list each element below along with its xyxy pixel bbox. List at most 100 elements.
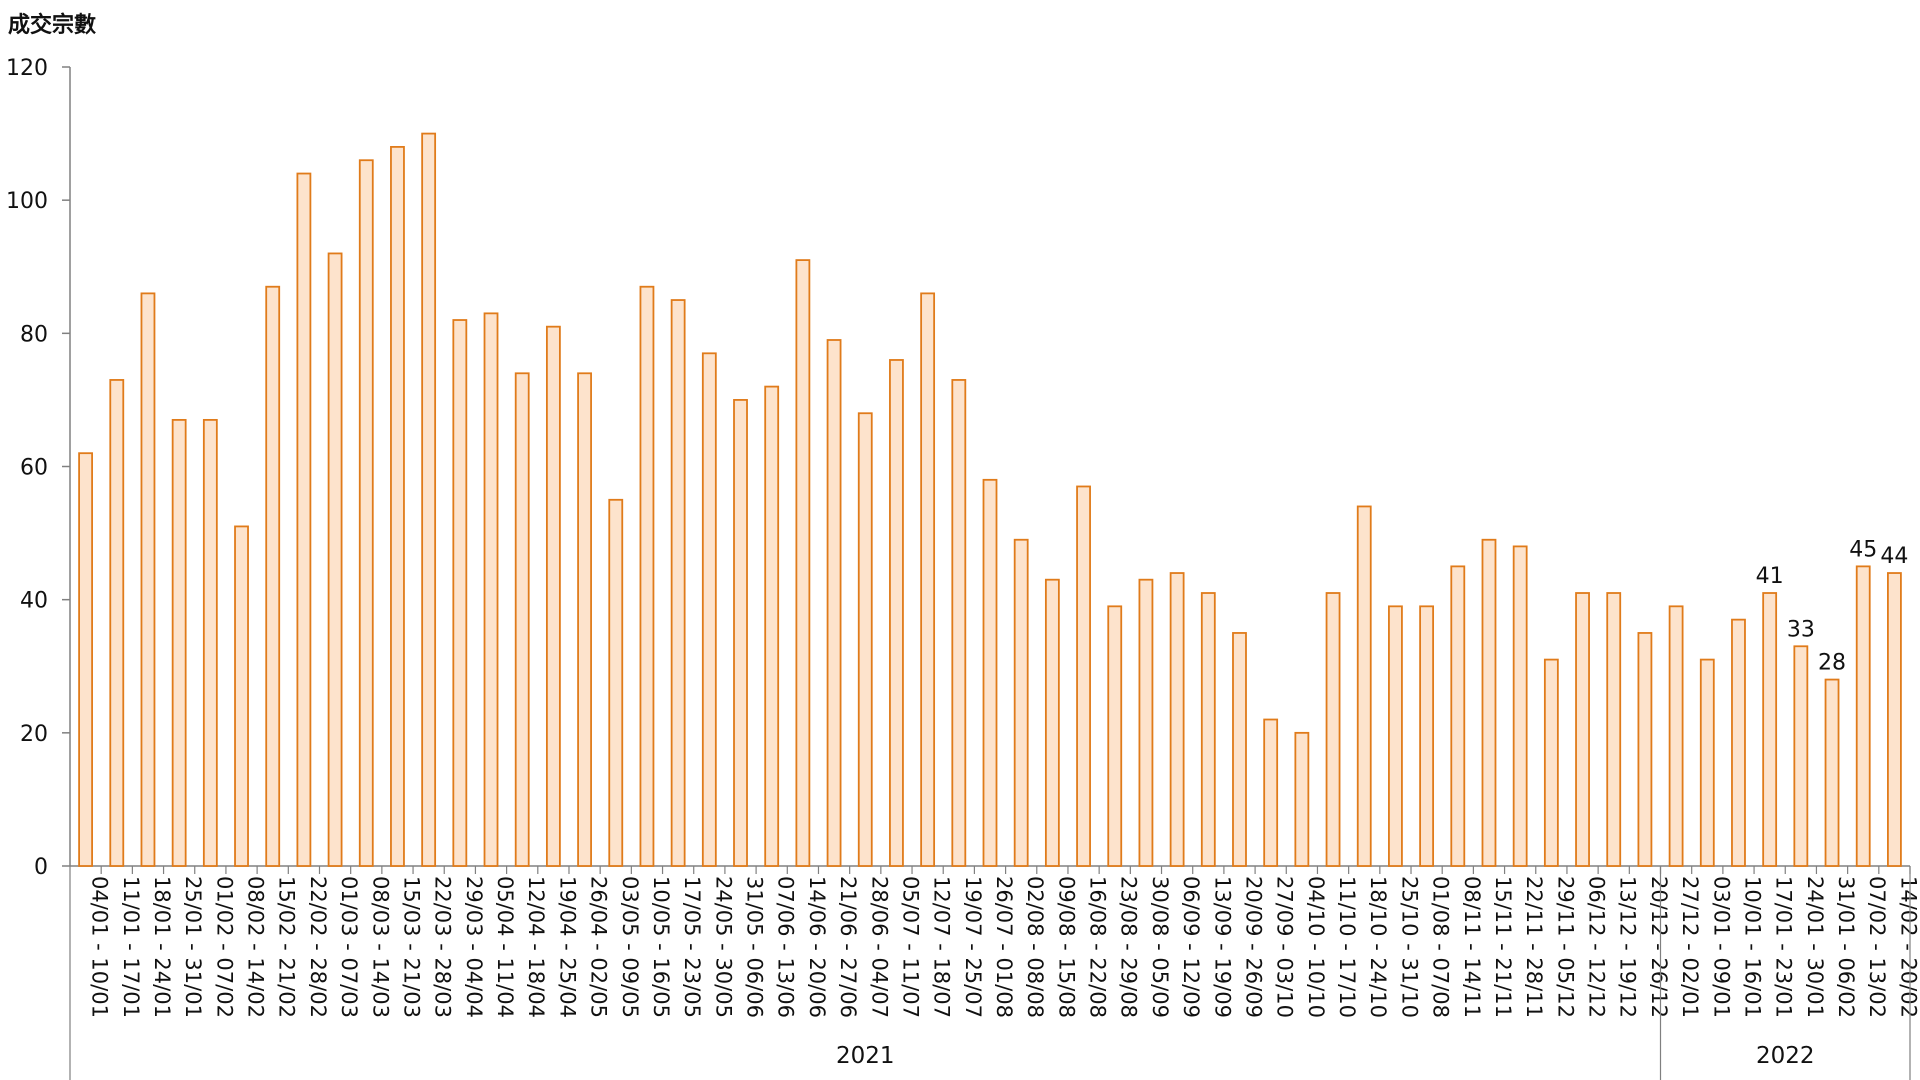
x-tick-label: 18/10 - 24/10 [1366,876,1390,1018]
x-tick-label: 27/09 - 03/10 [1273,876,1297,1018]
bar [577,372,592,867]
bar [1793,645,1809,867]
x-tick-label: 15/02 - 21/02 [275,876,299,1018]
x-tick-label: 31/01 - 06/02 [1834,876,1858,1018]
x-tick-label: 25/10 - 31/10 [1397,876,1421,1018]
x-tick-label: 08/03 - 14/03 [368,876,392,1018]
x-tick-label: 15/11 - 21/11 [1491,876,1515,1018]
bar [1481,538,1497,867]
y-tick-label: 40 [20,589,48,614]
x-tick-label: 22/03 - 28/03 [431,876,455,1018]
x-tick-label: 12/07 - 18/07 [930,876,954,1018]
year-group-label: 2022 [1756,1043,1815,1069]
x-tick-label: 20/12 - 26/12 [1647,876,1671,1018]
data-label: 41 [1756,564,1784,589]
data-label: 44 [1880,544,1908,569]
bar [889,359,904,867]
bar [1543,658,1559,867]
x-tick-label: 10/05 - 16/05 [649,876,673,1018]
bar [78,452,93,867]
bar [1356,505,1372,867]
bar [1169,572,1185,867]
x-tick-label: 09/08 - 15/08 [1054,876,1078,1018]
x-tick-label: 18/01 - 24/01 [150,876,174,1018]
x-tick-label: 22/02 - 28/02 [306,876,330,1018]
x-tick-label: 03/05 - 09/05 [618,876,642,1018]
x-tick-label: 17/01 - 23/01 [1772,876,1796,1018]
x-tick-label: 19/07 - 25/07 [961,876,985,1018]
bar [701,352,717,867]
x-tick-label: 08/02 - 14/02 [244,876,268,1018]
x-tick-label: 22/11 - 28/11 [1522,876,1546,1018]
data-label: 28 [1818,651,1846,676]
x-tick-label: 23/08 - 29/08 [1117,876,1141,1018]
year-group-label: 2021 [836,1043,895,1069]
bar [733,399,748,867]
y-tick-label: 60 [20,456,48,481]
x-tick-label: 24/05 - 30/05 [711,876,735,1018]
x-tick-label: 01/08 - 07/08 [1429,876,1453,1018]
x-tick-label: 01/03 - 07/03 [337,876,361,1018]
bar [140,292,156,867]
x-tick-label: 05/04 - 11/04 [493,876,517,1018]
bar [483,312,499,867]
x-tick-label: 29/11 - 05/12 [1553,876,1577,1018]
data-label: 33 [1787,617,1815,642]
bar [982,478,998,867]
bar [202,418,218,867]
bar [390,145,405,867]
bar [1668,605,1684,867]
x-tick-label: 20/09 - 26/09 [1241,876,1265,1018]
bar [1044,578,1060,867]
bar [1200,592,1216,867]
bar [1107,605,1123,867]
bar [1419,605,1435,867]
bar [826,339,842,867]
x-tick-label: 11/01 - 17/01 [119,876,143,1018]
bar [327,252,343,867]
bar [1294,731,1310,867]
bar [1388,605,1403,867]
x-tick-label: 04/01 - 10/01 [88,876,112,1018]
x-tick-label: 07/06 - 13/06 [774,876,798,1018]
x-tick-label: 02/08 - 08/08 [1023,876,1047,1018]
y-tick-label: 120 [6,56,48,81]
x-tick-label: 13/09 - 19/09 [1210,876,1234,1018]
x-tick-label: 25/01 - 31/01 [181,876,205,1018]
bar [452,319,468,867]
bar [171,418,187,867]
bar [514,372,530,867]
bar [1731,618,1746,867]
x-tick-label: 27/12 - 02/01 [1678,876,1702,1018]
x-tick-label: 26/04 - 02/05 [587,876,611,1018]
x-tick-label: 14/02 - 20/02 [1896,876,1920,1018]
x-tick-label: 06/12 - 12/12 [1585,876,1609,1018]
y-tick-label: 100 [6,189,48,214]
bar [1762,592,1778,867]
x-tick-label: 24/01 - 30/01 [1803,876,1827,1018]
bar [764,385,780,867]
x-tick-label: 17/05 - 23/05 [680,876,704,1018]
data-label: 45 [1849,537,1877,562]
bar [421,132,437,867]
x-tick-label: 13/12 - 19/12 [1616,876,1640,1018]
bar [1606,592,1622,867]
bar [670,299,686,867]
x-tick-label: 10/01 - 16/01 [1740,876,1764,1018]
bar [920,292,936,867]
bar [608,498,624,867]
bar [109,379,125,867]
x-tick-label: 04/10 - 10/10 [1304,876,1328,1018]
x-tick-label: 30/08 - 05/09 [1148,876,1172,1018]
bar [1887,572,1902,867]
y-axis-title: 成交宗數 [8,12,96,38]
bar [1232,632,1247,867]
x-tick-label: 06/09 - 12/09 [1179,876,1203,1018]
bar [1450,565,1466,867]
x-tick-label: 08/11 - 14/11 [1460,876,1484,1018]
bar [857,412,873,867]
bar [234,525,249,867]
x-tick-label: 03/01 - 09/01 [1709,876,1733,1018]
